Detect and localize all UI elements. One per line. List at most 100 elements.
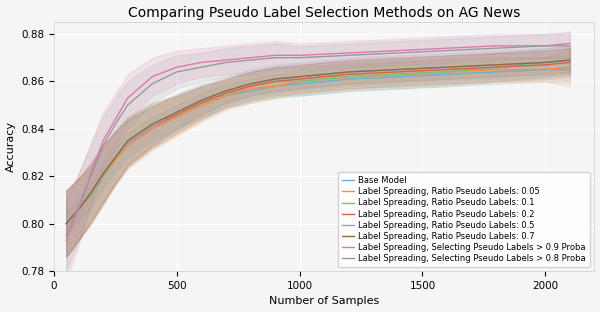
- Label Spreading, Selecting Pseudo Labels > 0.8 Proba: [345, 53, 352, 57]
- Label Spreading, Ratio Pseudo Labels: 0.2: (50, 0.8): 0.2: (50, 0.8): [62, 222, 70, 226]
- Line: Label Spreading, Ratio Pseudo Labels: 0.5: Label Spreading, Ratio Pseudo Labels: 0.…: [66, 60, 570, 224]
- Label Spreading, Selecting Pseudo Labels > 0.9 Proba: [296, 53, 303, 57]
- Label Spreading, Ratio Pseudo Labels: 0.1: (400, 0.841): 0.1: (400, 0.841): [149, 124, 156, 128]
- Label Spreading, Selecting Pseudo Labels > 0.9 Proba: [247, 56, 254, 60]
- Base Model: [247, 89, 254, 93]
- Label Spreading, Ratio Pseudo Labels: 0.5: (1.6e+03, 0.866): 0.5: (1.6e+03, 0.866): [443, 65, 451, 69]
- Label Spreading, Ratio Pseudo Labels: 0.7: (200, 0.821): 0.7: (200, 0.821): [100, 172, 107, 176]
- Label Spreading, Ratio Pseudo Labels: 0.7: (300, 0.835): 0.7: (300, 0.835): [124, 139, 131, 143]
- Label Spreading, Selecting Pseudo Labels > 0.9 Proba: [345, 51, 352, 55]
- Base Model: [493, 70, 500, 74]
- Label Spreading, Ratio Pseudo Labels: 0.1: (150, 0.812): 0.1: (150, 0.812): [87, 193, 94, 197]
- Label Spreading, Ratio Pseudo Labels: 0.7: (1.4e+03, 0.865): 0.7: (1.4e+03, 0.865): [394, 68, 401, 71]
- Base Model: [112, 158, 119, 162]
- Label Spreading, Ratio Pseudo Labels: 0.05: (500, 0.845): 0.05: (500, 0.845): [173, 115, 181, 119]
- Label Spreading, Ratio Pseudo Labels: 0.1: (50, 0.8): 0.1: (50, 0.8): [62, 222, 70, 226]
- Label Spreading, Ratio Pseudo Labels: 0.05: (400, 0.84): 0.05: (400, 0.84): [149, 127, 156, 131]
- Label Spreading, Selecting Pseudo Labels > 0.8 Proba: [124, 103, 131, 107]
- X-axis label: Number of Samples: Number of Samples: [269, 296, 379, 306]
- Base Model: [75, 207, 82, 211]
- Label Spreading, Selecting Pseudo Labels > 0.8 Proba: [247, 58, 254, 62]
- Label Spreading, Selecting Pseudo Labels > 0.9 Proba: [493, 44, 500, 48]
- Label Spreading, Ratio Pseudo Labels: 0.05: (2.1e+03, 0.866): 0.05: (2.1e+03, 0.866): [566, 65, 574, 69]
- Base Model: [62, 222, 70, 226]
- Label Spreading, Ratio Pseudo Labels: 0.5: (1.4e+03, 0.865): 0.5: (1.4e+03, 0.865): [394, 68, 401, 71]
- Label Spreading, Ratio Pseudo Labels: 0.2: (1.4e+03, 0.864): 0.2: (1.4e+03, 0.864): [394, 70, 401, 74]
- Base Model: [345, 77, 352, 81]
- Label Spreading, Ratio Pseudo Labels: 0.05: (100, 0.806): 0.05: (100, 0.806): [75, 207, 82, 211]
- Label Spreading, Ratio Pseudo Labels: 0.5: (900, 0.861): 0.5: (900, 0.861): [271, 77, 278, 81]
- Label Spreading, Ratio Pseudo Labels: 0.5: (1.2e+03, 0.864): 0.5: (1.2e+03, 0.864): [345, 70, 352, 74]
- Label Spreading, Ratio Pseudo Labels: 0.5: (500, 0.847): 0.5: (500, 0.847): [173, 110, 181, 114]
- Label Spreading, Ratio Pseudo Labels: 0.2: (150, 0.813): 0.2: (150, 0.813): [87, 191, 94, 195]
- Label Spreading, Selecting Pseudo Labels > 0.8 Proba: [296, 56, 303, 60]
- Label Spreading, Ratio Pseudo Labels: 0.05: (1.2e+03, 0.862): 0.05: (1.2e+03, 0.862): [345, 75, 352, 79]
- Label Spreading, Ratio Pseudo Labels: 0.7: (500, 0.847): 0.7: (500, 0.847): [173, 110, 181, 114]
- Label Spreading, Ratio Pseudo Labels: 0.5: (100, 0.806): 0.5: (100, 0.806): [75, 207, 82, 211]
- Label Spreading, Ratio Pseudo Labels: 0.1: (1e+03, 0.86): 0.1: (1e+03, 0.86): [296, 80, 303, 83]
- Label Spreading, Ratio Pseudo Labels: 0.05: (200, 0.82): 0.05: (200, 0.82): [100, 174, 107, 178]
- Label Spreading, Selecting Pseudo Labels > 0.8 Proba: [443, 49, 451, 52]
- Label Spreading, Ratio Pseudo Labels: 0.5: (150, 0.813): 0.5: (150, 0.813): [87, 191, 94, 195]
- Label Spreading, Ratio Pseudo Labels: 0.1: (1.2e+03, 0.862): 0.1: (1.2e+03, 0.862): [345, 75, 352, 79]
- Label Spreading, Ratio Pseudo Labels: 0.1: (250, 0.828): 0.1: (250, 0.828): [112, 155, 119, 159]
- Label Spreading, Ratio Pseudo Labels: 0.2: (2e+03, 0.867): 0.2: (2e+03, 0.867): [542, 63, 549, 67]
- Label Spreading, Ratio Pseudo Labels: 0.5: (200, 0.821): 0.5: (200, 0.821): [100, 172, 107, 176]
- Label Spreading, Ratio Pseudo Labels: 0.7: (150, 0.813): 0.7: (150, 0.813): [87, 191, 94, 195]
- Base Model: [542, 68, 549, 71]
- Label Spreading, Ratio Pseudo Labels: 0.05: (700, 0.854): 0.05: (700, 0.854): [223, 94, 230, 98]
- Line: Base Model: Base Model: [66, 70, 570, 224]
- Label Spreading, Ratio Pseudo Labels: 0.2: (800, 0.858): 0.2: (800, 0.858): [247, 84, 254, 88]
- Line: Label Spreading, Ratio Pseudo Labels: 0.05: Label Spreading, Ratio Pseudo Labels: 0.…: [66, 67, 570, 224]
- Label Spreading, Ratio Pseudo Labels: 0.05: (2e+03, 0.865): 0.05: (2e+03, 0.865): [542, 68, 549, 71]
- Label Spreading, Selecting Pseudo Labels > 0.9 Proba: [198, 61, 205, 64]
- Label Spreading, Ratio Pseudo Labels: 0.7: (1.8e+03, 0.867): 0.7: (1.8e+03, 0.867): [493, 63, 500, 67]
- Label Spreading, Selecting Pseudo Labels > 0.9 Proba: [566, 41, 574, 45]
- Label Spreading, Ratio Pseudo Labels: 0.1: (600, 0.851): 0.1: (600, 0.851): [198, 101, 205, 105]
- Base Model: [443, 72, 451, 76]
- Label Spreading, Ratio Pseudo Labels: 0.5: (600, 0.852): 0.5: (600, 0.852): [198, 99, 205, 102]
- Label Spreading, Ratio Pseudo Labels: 0.5: (800, 0.859): 0.5: (800, 0.859): [247, 82, 254, 86]
- Label Spreading, Ratio Pseudo Labels: 0.5: (2e+03, 0.868): 0.5: (2e+03, 0.868): [542, 61, 549, 64]
- Label Spreading, Selecting Pseudo Labels > 0.9 Proba: [542, 44, 549, 48]
- Label Spreading, Ratio Pseudo Labels: 0.7: (700, 0.856): 0.7: (700, 0.856): [223, 89, 230, 93]
- Label Spreading, Ratio Pseudo Labels: 0.7: (250, 0.828): 0.7: (250, 0.828): [112, 155, 119, 159]
- Label Spreading, Selecting Pseudo Labels > 0.9 Proba: [394, 49, 401, 52]
- Label Spreading, Ratio Pseudo Labels: 0.1: (300, 0.834): 0.1: (300, 0.834): [124, 141, 131, 145]
- Label Spreading, Selecting Pseudo Labels > 0.9 Proba: [100, 139, 107, 143]
- Label Spreading, Ratio Pseudo Labels: 0.1: (900, 0.86): 0.1: (900, 0.86): [271, 80, 278, 83]
- Label Spreading, Ratio Pseudo Labels: 0.5: (1.8e+03, 0.867): 0.5: (1.8e+03, 0.867): [493, 63, 500, 67]
- Title: Comparing Pseudo Label Selection Methods on AG News: Comparing Pseudo Label Selection Methods…: [128, 6, 520, 20]
- Label Spreading, Selecting Pseudo Labels > 0.8 Proba: [493, 46, 500, 50]
- Base Model: [566, 68, 574, 71]
- Label Spreading, Selecting Pseudo Labels > 0.8 Proba: [112, 122, 119, 126]
- Base Model: [100, 174, 107, 178]
- Label Spreading, Selecting Pseudo Labels > 0.9 Proba: [75, 207, 82, 211]
- Base Model: [296, 82, 303, 86]
- Label Spreading, Ratio Pseudo Labels: 0.05: (150, 0.812): 0.05: (150, 0.812): [87, 193, 94, 197]
- Line: Label Spreading, Selecting Pseudo Labels > 0.8 Proba: Label Spreading, Selecting Pseudo Labels…: [66, 46, 570, 236]
- Label Spreading, Ratio Pseudo Labels: 0.5: (2.1e+03, 0.869): 0.5: (2.1e+03, 0.869): [566, 58, 574, 62]
- Label Spreading, Ratio Pseudo Labels: 0.5: (300, 0.834): 0.5: (300, 0.834): [124, 141, 131, 145]
- Label Spreading, Ratio Pseudo Labels: 0.1: (800, 0.858): 0.1: (800, 0.858): [247, 84, 254, 88]
- Base Model: [271, 84, 278, 88]
- Label Spreading, Ratio Pseudo Labels: 0.2: (1.6e+03, 0.865): 0.2: (1.6e+03, 0.865): [443, 68, 451, 71]
- Y-axis label: Accuracy: Accuracy: [5, 121, 16, 172]
- Label Spreading, Selecting Pseudo Labels > 0.9 Proba: [87, 172, 94, 176]
- Label Spreading, Selecting Pseudo Labels > 0.8 Proba: [75, 205, 82, 209]
- Label Spreading, Ratio Pseudo Labels: 0.7: (100, 0.806): 0.7: (100, 0.806): [75, 207, 82, 211]
- Legend: Base Model, Label Spreading, Ratio Pseudo Labels: 0.05, Label Spreading, Ratio P: Base Model, Label Spreading, Ratio Pseud…: [338, 172, 590, 267]
- Label Spreading, Selecting Pseudo Labels > 0.9 Proba: [112, 118, 119, 121]
- Label Spreading, Ratio Pseudo Labels: 0.1: (1.4e+03, 0.863): 0.1: (1.4e+03, 0.863): [394, 72, 401, 76]
- Label Spreading, Ratio Pseudo Labels: 0.2: (400, 0.841): 0.2: (400, 0.841): [149, 124, 156, 128]
- Label Spreading, Ratio Pseudo Labels: 0.5: (400, 0.841): 0.5: (400, 0.841): [149, 124, 156, 128]
- Line: Label Spreading, Ratio Pseudo Labels: 0.1: Label Spreading, Ratio Pseudo Labels: 0.…: [66, 60, 570, 224]
- Label Spreading, Ratio Pseudo Labels: 0.1: (500, 0.846): 0.1: (500, 0.846): [173, 113, 181, 116]
- Label Spreading, Ratio Pseudo Labels: 0.7: (400, 0.842): 0.7: (400, 0.842): [149, 122, 156, 126]
- Label Spreading, Ratio Pseudo Labels: 0.2: (700, 0.855): 0.2: (700, 0.855): [223, 91, 230, 95]
- Label Spreading, Ratio Pseudo Labels: 0.05: (1.8e+03, 0.865): 0.05: (1.8e+03, 0.865): [493, 68, 500, 71]
- Line: Label Spreading, Ratio Pseudo Labels: 0.7: Label Spreading, Ratio Pseudo Labels: 0.…: [66, 60, 570, 224]
- Label Spreading, Selecting Pseudo Labels > 0.8 Proba: [87, 174, 94, 178]
- Label Spreading, Ratio Pseudo Labels: 0.5: (250, 0.828): 0.5: (250, 0.828): [112, 155, 119, 159]
- Label Spreading, Selecting Pseudo Labels > 0.9 Proba: [223, 58, 230, 62]
